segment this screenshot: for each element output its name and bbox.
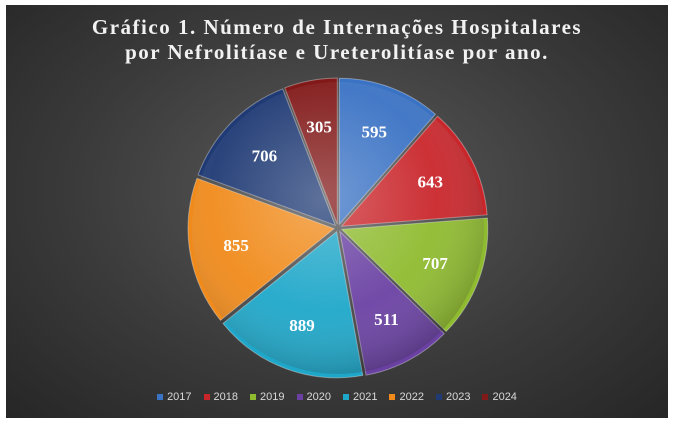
data-label-2021: 889 [289, 316, 315, 335]
legend-swatch-2020 [296, 394, 303, 400]
legend-item-2023: 2023 [435, 391, 471, 403]
chart-legend: 2017 2018 2019 2020 2021 2022 2023 2024 [6, 391, 668, 403]
chart-title: Gráfico 1. Número de Internações Hospita… [6, 15, 668, 65]
chart-frame: Gráfico 1. Número de Internações Hospita… [6, 5, 668, 418]
data-label-2022: 855 [223, 236, 249, 255]
legend-label-2019: 2019 [260, 391, 285, 403]
legend-item-2020: 2020 [296, 391, 331, 403]
chart-title-line-2: por Nefrolitíase e Ureterolitíase por an… [125, 40, 549, 64]
legend-label-2024: 2024 [492, 391, 517, 403]
legend-item-2017: 2017 [157, 391, 192, 403]
legend-item-2021: 2021 [343, 391, 377, 403]
legend-label-2018: 2018 [213, 391, 239, 403]
legend-swatch-2023 [435, 394, 442, 400]
legend-label-2017: 2017 [167, 391, 192, 403]
data-label-2024: 305 [306, 117, 332, 136]
data-label-2023: 706 [252, 147, 278, 166]
pie-chart: 595 643 707 511 889 855 706 305 [187, 77, 489, 379]
legend-swatch-2021 [343, 394, 349, 400]
legend-swatch-2024 [482, 394, 489, 400]
legend-label-2022: 2022 [399, 391, 424, 403]
legend-item-2018: 2018 [203, 391, 239, 403]
legend-item-2024: 2024 [482, 391, 517, 403]
legend-item-2019: 2019 [250, 391, 285, 403]
legend-swatch-2017 [157, 394, 164, 400]
data-label-2017: 595 [362, 122, 388, 141]
legend-swatch-2019 [250, 394, 257, 400]
legend-swatch-2018 [203, 394, 210, 400]
data-label-2019: 707 [422, 254, 448, 273]
chart-title-line-1: Gráfico 1. Número de Internações Hospita… [91, 15, 583, 39]
data-label-2018: 643 [418, 173, 444, 192]
legend-swatch-2022 [389, 394, 396, 400]
legend-item-2022: 2022 [389, 391, 424, 403]
legend-label-2021: 2021 [353, 391, 378, 403]
data-label-2020: 511 [374, 310, 399, 329]
legend-label-2020: 2020 [306, 391, 331, 403]
legend-label-2023: 2023 [445, 391, 471, 403]
